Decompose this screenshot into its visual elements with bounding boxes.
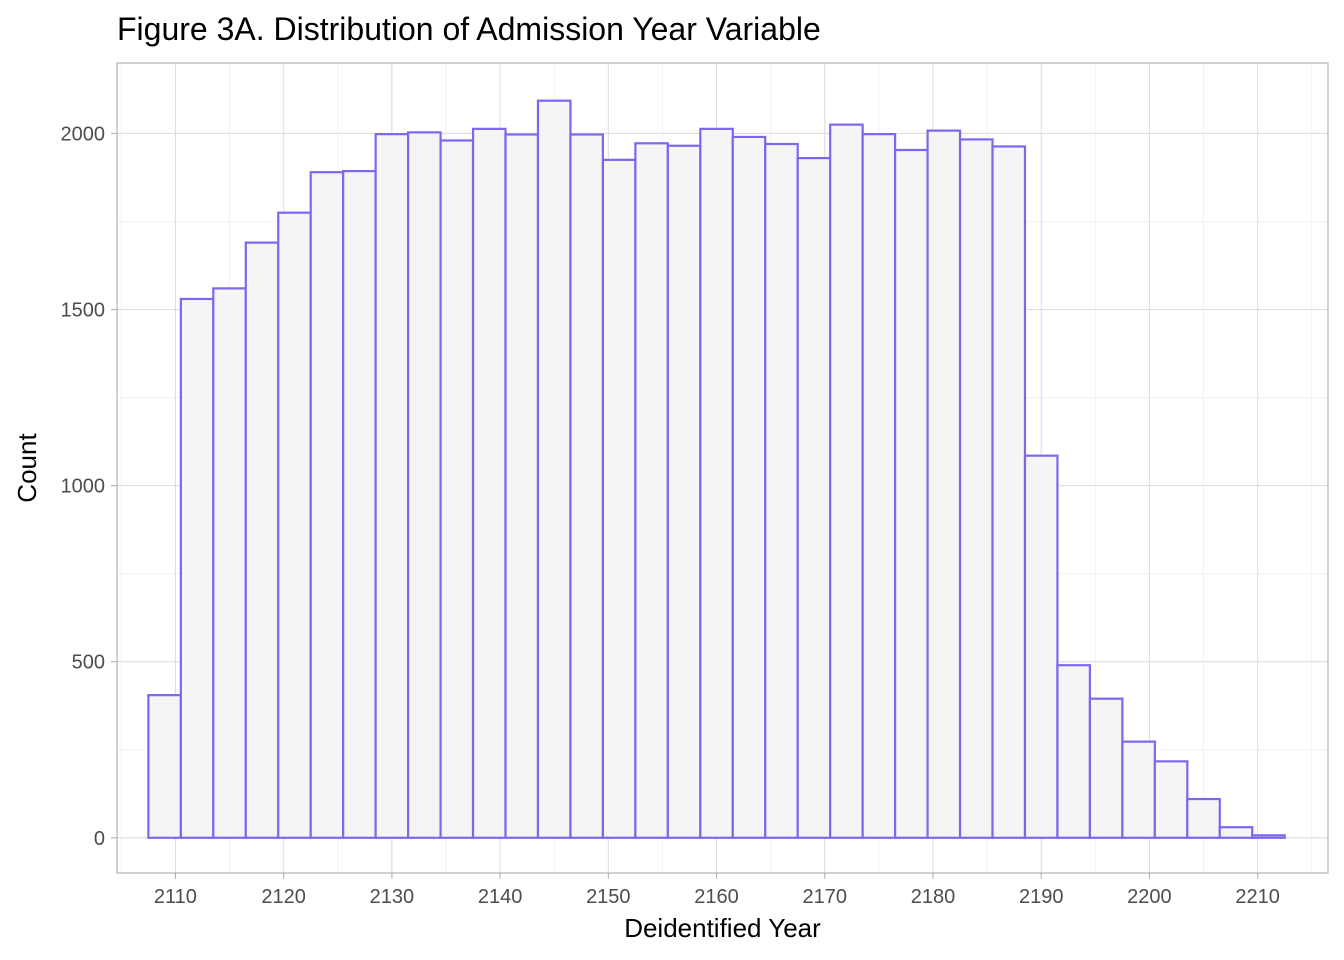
y-tick-label: 0	[94, 828, 105, 850]
chart-title: Figure 3A. Distribution of Admission Yea…	[117, 11, 821, 47]
y-tick-label: 2000	[61, 123, 106, 145]
histogram-bar	[1088, 697, 1124, 839]
histogram-bar	[309, 171, 345, 839]
x-tick-label: 2200	[1127, 886, 1172, 908]
histogram-bar	[1153, 760, 1189, 839]
histogram-bar	[699, 127, 734, 839]
x-tick-label: 2160	[694, 886, 739, 908]
histogram-bar	[244, 241, 280, 839]
panel-border	[116, 62, 1329, 874]
histogram-bar	[374, 133, 410, 839]
histogram-bar	[1218, 826, 1254, 839]
histogram-bar	[958, 138, 994, 839]
histogram-bar	[1056, 664, 1092, 839]
y-tick-label: 1000	[61, 476, 106, 498]
histogram-bar	[504, 133, 540, 839]
histogram-bar	[277, 211, 312, 839]
histogram-bar	[894, 148, 929, 839]
histogram-bar	[764, 142, 799, 839]
histogram-bar	[829, 123, 864, 839]
histogram-bar	[991, 145, 1027, 839]
x-tick-label: 2180	[911, 886, 956, 908]
histogram-bar	[926, 129, 962, 839]
histogram-bar	[147, 694, 182, 839]
bars-layer	[147, 99, 1286, 839]
histogram-bar	[634, 142, 669, 839]
histogram-bar	[1251, 834, 1286, 839]
x-tick-label: 2120	[261, 886, 306, 908]
x-axis-title: Deidentified Year	[624, 913, 821, 943]
histogram-bar	[179, 297, 215, 839]
x-tick-label: 2110	[154, 886, 197, 908]
x-tick-label: 2190	[1019, 886, 1064, 908]
histogram-bar	[536, 99, 572, 839]
histogram-bar	[666, 144, 702, 839]
x-tick-label: 2210	[1235, 886, 1280, 908]
histogram-bar	[342, 170, 377, 839]
histogram-bar	[212, 287, 247, 839]
histogram-bar	[796, 156, 832, 839]
y-tick-label: 1500	[61, 300, 106, 322]
histogram-bar	[731, 135, 767, 839]
histogram-bar	[569, 133, 605, 839]
histogram-bar	[1121, 740, 1156, 839]
y-axis-title: Count	[12, 433, 42, 503]
x-tick-label: 2150	[586, 886, 631, 908]
x-tick-label: 2130	[370, 886, 415, 908]
ticks-layer: 2110 2120 2130 2140 2150 2160 2170 2180 2190 2200…	[61, 123, 1280, 908]
histogram-bar	[407, 131, 442, 839]
histogram-bar	[861, 133, 897, 839]
x-tick-label: 2140	[478, 886, 523, 908]
histogram-bar	[471, 127, 507, 839]
histogram-bar	[439, 139, 475, 839]
histogram-bar	[601, 158, 637, 839]
histogram-bar	[1186, 797, 1221, 839]
x-tick-label: 2170	[803, 886, 848, 908]
y-tick-label: 500	[72, 652, 105, 674]
histogram-bar	[1023, 454, 1059, 839]
